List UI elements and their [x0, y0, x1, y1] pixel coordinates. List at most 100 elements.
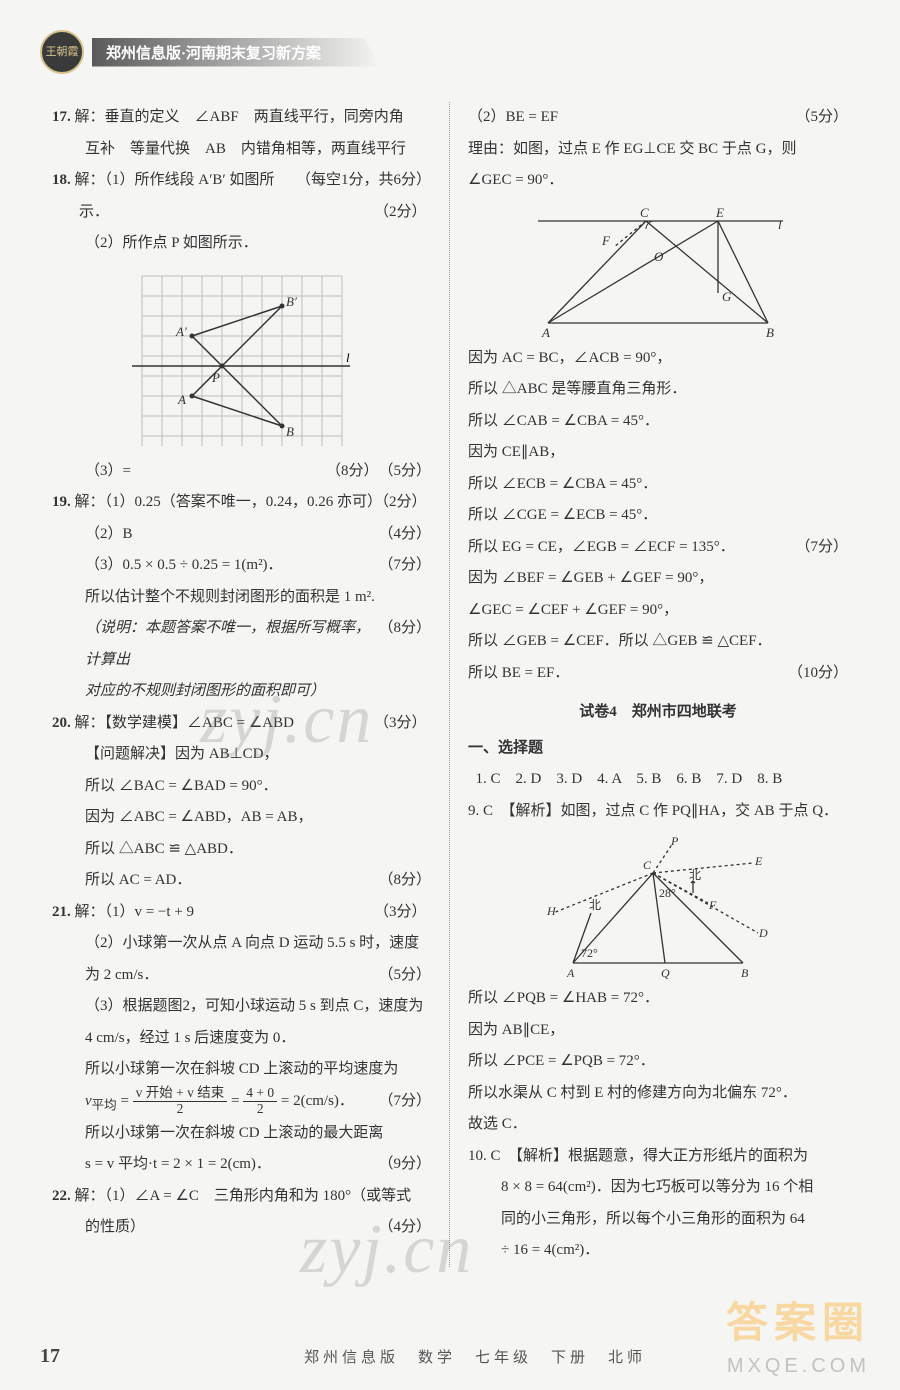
svg-text:A: A — [566, 966, 575, 980]
q20-l1: 【数学建模】∠ABC = ∠ABD — [105, 715, 294, 731]
q22-l1: （1）∠A = ∠C 三角形内角和为 180°（或等式 — [105, 1188, 412, 1204]
q21-l7: v平均 = v 开始 + v 结束2 = 4 + 02 = 2(cm/s)． （… — [52, 1086, 431, 1118]
svg-text:B: B — [766, 325, 774, 340]
q22: 22. 解：（1）∠A = ∠C 三角形内角和为 180°（或等式 — [52, 1181, 431, 1213]
q20-s1: （3分） — [401, 708, 431, 740]
svg-text:72°: 72° — [581, 946, 598, 960]
q-prefix: 解： — [75, 172, 105, 188]
fraction: v 开始 + v 结束2 — [133, 1086, 228, 1117]
test4-sec1: 一、选择题 — [468, 733, 848, 765]
svg-text:Q: Q — [661, 966, 670, 980]
q21-l6: 所以小球第一次在斜坡 CD 上滚动的平均速度为 — [52, 1054, 431, 1086]
svg-text:l: l — [778, 217, 782, 232]
cont-l10: 所以 EG = CE，∠EGB = ∠ECF = 135°．（7分） — [468, 532, 848, 564]
q-prefix: 解： — [75, 904, 105, 920]
svg-text:P: P — [670, 834, 679, 848]
q-number: 17. — [52, 109, 71, 125]
svg-text:l: l — [346, 350, 350, 365]
cont-l5: 所以 △ABC 是等腰直角三角形． — [468, 374, 848, 406]
footer: 17 郑州信息版 数学 七年级 下册 北师 — [40, 1345, 860, 1368]
q-prefix: 解： — [75, 109, 105, 125]
q18-l1: （1）所作线段 A′B′ 如图所示． — [79, 172, 274, 220]
q19-l1: （1）0.25（答案不唯一，0.24，0.26 亦可） — [105, 494, 383, 510]
q-number: 22. — [52, 1188, 71, 1204]
svg-text:E: E — [715, 205, 724, 220]
svg-text:B′: B′ — [286, 294, 297, 309]
q21-l1: （1）v = −t + 9 — [105, 904, 195, 920]
q9-l3: 因为 AB∥CE， — [468, 1015, 848, 1047]
svg-text:E: E — [754, 854, 763, 868]
q-number: 18. — [52, 172, 71, 188]
svg-text:北: 北 — [589, 898, 601, 912]
header-title: 郑州信息版·河南期末复习新方案 — [92, 38, 381, 67]
right-column: （2）BE = EF（5分） 理由：如图，过点 E 作 EG⊥CE 交 BC 于… — [450, 102, 860, 1267]
q-number: 20. — [52, 715, 71, 731]
svg-text:G: G — [722, 289, 732, 304]
cont-l7: 因为 CE∥AB， — [468, 437, 848, 469]
q-prefix: 解： — [75, 715, 105, 731]
svg-text:F: F — [708, 898, 717, 912]
q21-l8: 所以小球第一次在斜坡 CD 上滚动的最大距离 — [52, 1118, 431, 1150]
svg-text:H: H — [546, 904, 557, 918]
header-bar: 王朝霞 郑州信息版·河南期末复习新方案 — [40, 30, 860, 74]
cont-l8: 所以 ∠ECB = ∠CBA = 45°． — [468, 469, 848, 501]
cont-l12: ∠GEC = ∠CEF + ∠GEF = 90°， — [468, 595, 848, 627]
q21-s1: （3分） — [401, 897, 431, 929]
left-column: 17. 解：垂直的定义 ∠ABF 两直线平行，同旁内角 互补 等量代换 AB 内… — [40, 102, 450, 1267]
q9-l2: 所以 ∠PQB = ∠HAB = 72°． — [468, 983, 848, 1015]
q17: 17. 解：垂直的定义 ∠ABF 两直线平行，同旁内角 — [52, 102, 431, 134]
q18-l3: （3）=（8分） — [52, 456, 431, 488]
test4-mc: 1. C 2. D 3. D 4. A 5. B 6. B 7. D 8. B — [468, 764, 848, 796]
svg-text:北: 北 — [689, 868, 701, 882]
q20-l4: 因为 ∠ABC = ∠ABD，AB = AB， — [52, 802, 431, 834]
cont-l6: 所以 ∠CAB = ∠CBA = 45°． — [468, 406, 848, 438]
q20-l2: 【问题解决】因为 AB⊥CD， — [52, 739, 431, 771]
logo: 王朝霞 — [40, 30, 84, 74]
q20-l3: 所以 ∠BAC = ∠BAD = 90°． — [52, 771, 431, 803]
cont-l14: 所以 BE = EF．（10分） — [468, 658, 848, 690]
svg-text:D: D — [758, 926, 768, 940]
q18-l2: （2）所作点 P 如图所示． — [52, 228, 431, 260]
q9-l6: 故选 C． — [468, 1109, 848, 1141]
svg-text:A: A — [541, 325, 550, 340]
q19-s1: （2分） — [401, 487, 431, 519]
cont-l4: 因为 AC = BC，∠ACB = 90°， — [468, 343, 848, 375]
q19-l6: 对应的不规则封闭图形的面积即可） — [52, 676, 431, 708]
q21-l5: 4 cm/s，经过 1 s 后速度变为 0． — [52, 1023, 431, 1055]
cont-l11: 因为 ∠BEF = ∠GEB + ∠GEF = 90°， — [468, 563, 848, 595]
q18-s1: （2分） — [401, 197, 431, 229]
q-prefix: 解： — [75, 494, 105, 510]
svg-text:P: P — [211, 370, 220, 385]
q9-l1: 9. C 【解析】如图，过点 C 作 PQ∥HA，交 AB 于点 Q． — [468, 796, 848, 828]
svg-text:C: C — [643, 858, 652, 872]
footer-text: 郑州信息版 数学 七年级 下册 北师 — [90, 1346, 860, 1367]
page-number: 17 — [40, 1345, 60, 1368]
cont-l13: 所以 ∠GEB = ∠CEF．所以 △GEB ≌ △CEF． — [468, 626, 848, 658]
q20: 20. 解：【数学建模】∠ABC = ∠ABD （3分） — [52, 708, 431, 740]
svg-text:F: F — [601, 233, 611, 248]
watermark-answer: 答案圈 — [726, 1289, 870, 1350]
q19: 19. 解：（1）0.25（答案不唯一，0.24，0.26 亦可） （2分） — [52, 487, 431, 519]
svg-text:28°: 28° — [659, 886, 676, 900]
q9-l4: 所以 ∠PCE = ∠PQB = 72°． — [468, 1046, 848, 1078]
q20-l6: 所以 AC = AD．（8分） — [52, 865, 431, 897]
svg-text:O: O — [654, 249, 664, 264]
svg-text:B: B — [286, 424, 294, 439]
q-number: 21. — [52, 904, 71, 920]
cont-l9: 所以 ∠CGE = ∠ECB = 45°． — [468, 500, 848, 532]
content-columns: 17. 解：垂直的定义 ∠ABF 两直线平行，同旁内角 互补 等量代换 AB 内… — [40, 102, 860, 1267]
q19-l3: （3）0.5 × 0.5 ÷ 0.25 = 1(m²)．（7分） — [52, 550, 431, 582]
fraction: 4 + 02 — [243, 1086, 277, 1117]
q9-figure: A B C Q P H E F D 72° 28° 北 北 — [543, 833, 773, 983]
q21-l4: （3）根据题图2，可知小球运动 5 s 到点 C，速度为 — [52, 991, 431, 1023]
q21-l2: （2）小球第一次从点 A 向点 D 运动 5.5 s 时，速度 — [52, 928, 431, 960]
svg-text:C: C — [640, 205, 649, 220]
q-prefix: 解： — [75, 1188, 105, 1204]
q-number: 19. — [52, 494, 71, 510]
cont-l1: （2）BE = EF（5分） — [468, 102, 848, 134]
cont-figure: A B C E F G Ol — [528, 203, 788, 343]
q18-figure: l A B A′ B′ P — [132, 266, 352, 456]
test4-title: 试卷4 郑州市四地联考 — [468, 697, 848, 729]
q19-l4: 所以估计整个不规则封闭图形的面积是 1 m². — [52, 582, 431, 614]
q10-l2: 8 × 8 = 64(cm²)．因为七巧板可以等分为 16 个相 — [468, 1172, 848, 1204]
